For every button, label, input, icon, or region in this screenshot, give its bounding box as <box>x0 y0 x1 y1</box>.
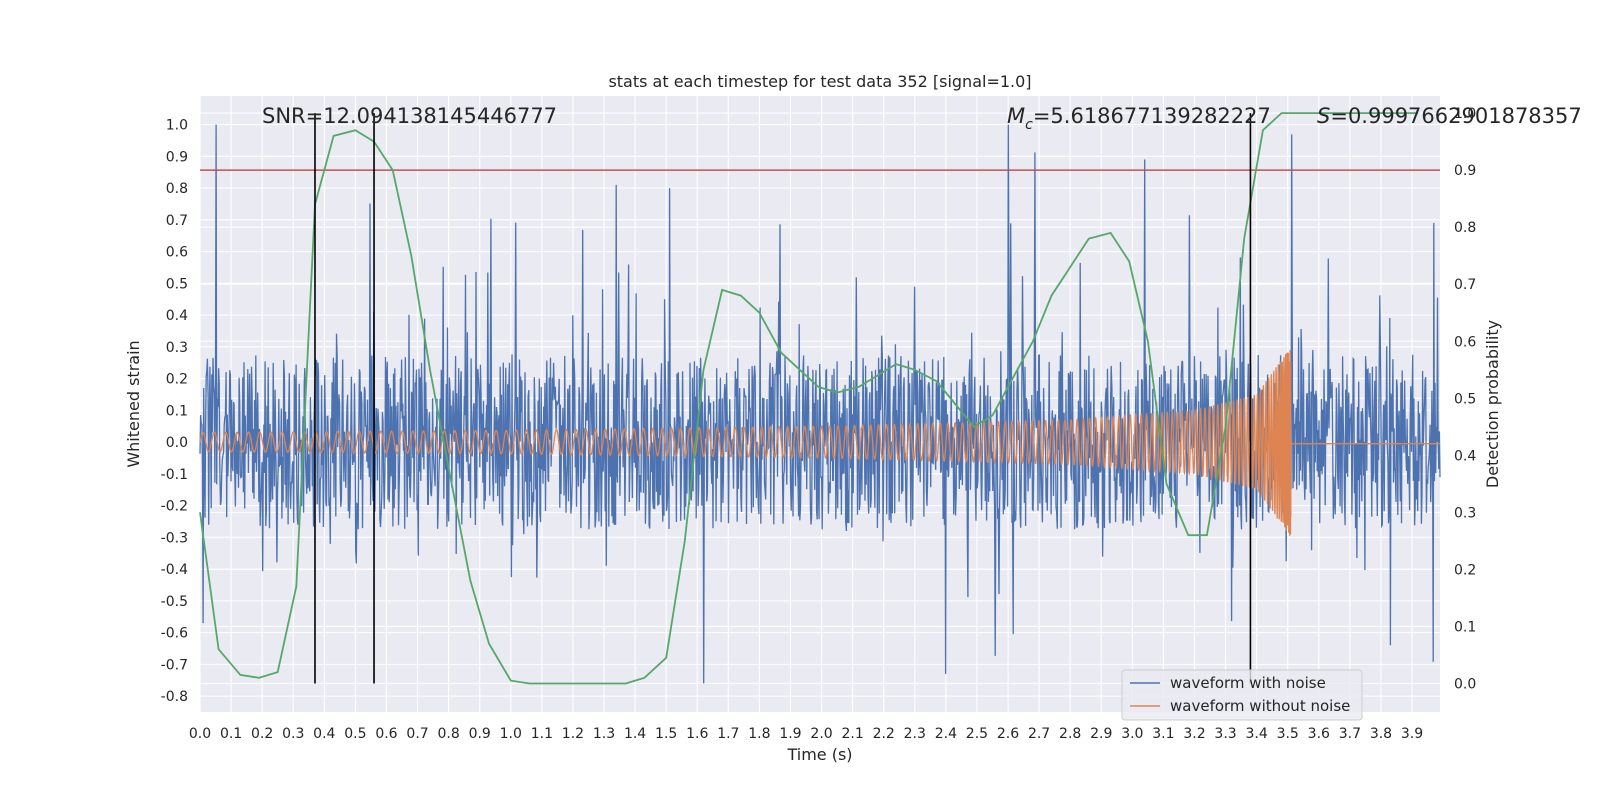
s-symbol: S <box>1317 104 1330 128</box>
x-tick-label: 1.6 <box>686 726 708 742</box>
y-tick-label: 0.3 <box>166 340 188 356</box>
x-tick-label: 1.4 <box>624 726 646 742</box>
chirp-mass-annotation: Mc=5.618677139282227 <box>1007 104 1271 133</box>
x-tick-label: 1.3 <box>593 726 615 742</box>
x-tick-label: 0.0 <box>189 726 211 742</box>
y-tick-label: 0.8 <box>166 181 188 197</box>
y-tick-label: 1.0 <box>166 118 188 134</box>
chirp-mass-value: =5.618677139282227 <box>1033 104 1271 128</box>
chirp-mass-subscript: c <box>1025 117 1033 133</box>
legend-label-noise: waveform with noise <box>1170 674 1326 692</box>
x-tick-label: 2.3 <box>904 726 926 742</box>
x-tick-label: 2.7 <box>1028 726 1050 742</box>
x-tick-label: 2.0 <box>810 726 832 742</box>
x-tick-label: 1.9 <box>779 726 801 742</box>
chart-title: stats at each timestep for test data 352… <box>608 72 1031 91</box>
series-detection-probability <box>199 112 1419 685</box>
x-tick-label: 3.8 <box>1370 726 1392 742</box>
x-tick-label: 0.6 <box>375 726 397 742</box>
y2-tick-label: 0.5 <box>1454 391 1476 407</box>
x-tick-label: 3.0 <box>1121 726 1143 742</box>
y-axis-label: Whitened strain <box>124 340 143 467</box>
y2-tick-label: 0.2 <box>1454 562 1476 578</box>
x-tick-label: 3.5 <box>1277 726 1299 742</box>
x-tick-label: 0.2 <box>251 726 273 742</box>
x-tick-label: 2.1 <box>841 726 863 742</box>
y2-tick-label: 0.3 <box>1454 505 1476 521</box>
x-tick-label: 0.8 <box>437 726 459 742</box>
legend-label-clean: waveform without noise <box>1170 697 1350 715</box>
s-annotation: S=0.9997662901878357 <box>1317 104 1582 128</box>
x-tick-label: 0.4 <box>313 726 335 742</box>
y-tick-label: 0.2 <box>166 372 188 388</box>
x-tick-label: 1.5 <box>655 726 677 742</box>
y-tick-label: 0.9 <box>166 149 188 165</box>
y-tick-label: -0.2 <box>161 499 188 515</box>
y-tick-label: 0.5 <box>166 276 188 292</box>
x-tick-label: 3.6 <box>1308 726 1330 742</box>
chart-marks <box>199 112 1441 685</box>
y2-tick-label: 0.4 <box>1454 448 1476 464</box>
y-tick-label: -0.7 <box>161 657 188 673</box>
y2-tick-label: 0.7 <box>1454 277 1476 293</box>
x-tick-label: 2.6 <box>997 726 1019 742</box>
y-tick-label: -0.4 <box>161 562 188 578</box>
y2-tick-label: 1.0 <box>1454 106 1476 122</box>
chirp-mass-symbol: M <box>1007 104 1025 128</box>
series-waveform-with-noise <box>199 124 1441 684</box>
y-tick-label: -0.1 <box>161 467 188 483</box>
tick-labels: 0.0 0.1 0.2 0.3 0.4 0.5 0.6 0.7 0.8 0.9 1.0 1.1 1.2 1… <box>161 106 1477 742</box>
x-tick-label: 0.5 <box>344 726 366 742</box>
x-tick-label: 3.4 <box>1246 726 1268 742</box>
y2-axis-label: Detection probability <box>1483 320 1502 488</box>
y2-tick-label: 0.0 <box>1454 676 1476 692</box>
x-tick-label: 0.1 <box>220 726 242 742</box>
x-tick-label: 0.9 <box>469 726 491 742</box>
y-tick-label: -0.3 <box>161 530 188 546</box>
y2-tick-label: 0.6 <box>1454 334 1476 350</box>
x-tick-label: 1.2 <box>562 726 584 742</box>
y-tick-label: 0.1 <box>166 403 188 419</box>
x-tick-label: 0.7 <box>406 726 428 742</box>
y-tick-label: 0.7 <box>166 213 188 229</box>
x-tick-label: 3.1 <box>1152 726 1174 742</box>
x-tick-label: 1.8 <box>748 726 770 742</box>
y-tick-label: 0.4 <box>166 308 188 324</box>
x-tick-label: 2.9 <box>1090 726 1112 742</box>
x-tick-label: 2.8 <box>1059 726 1081 742</box>
y2-tick-label: 0.1 <box>1454 619 1476 635</box>
x-tick-label: 3.9 <box>1401 726 1423 742</box>
x-tick-label: 1.0 <box>500 726 522 742</box>
x-tick-label: 2.4 <box>935 726 957 742</box>
x-tick-label: 3.2 <box>1183 726 1205 742</box>
x-tick-label: 3.7 <box>1339 726 1361 742</box>
y-tick-label: 0.6 <box>166 245 188 261</box>
legend-box <box>1121 669 1363 721</box>
x-tick-label: 1.1 <box>531 726 553 742</box>
legend: waveform with noise waveform without noi… <box>1121 669 1363 721</box>
snr-annotation: SNR=12.094138145446777 <box>262 104 557 128</box>
y-tick-label: -0.5 <box>161 594 188 610</box>
x-tick-label: 3.3 <box>1214 726 1236 742</box>
x-axis-label: Time (s) <box>786 745 852 764</box>
x-tick-label: 0.3 <box>282 726 304 742</box>
x-tick-label: 2.2 <box>873 726 895 742</box>
y-tick-label: -0.8 <box>161 689 188 705</box>
y-tick-label: 0.0 <box>166 435 188 451</box>
y2-tick-label: 0.8 <box>1454 220 1476 236</box>
y-tick-label: -0.6 <box>161 626 188 642</box>
s-value: =0.9997662901878357 <box>1330 104 1581 128</box>
x-tick-label: 1.7 <box>717 726 739 742</box>
y2-tick-label: 0.9 <box>1454 163 1476 179</box>
x-tick-label: 2.5 <box>966 726 988 742</box>
series-waveform-without-noise <box>199 350 1440 536</box>
